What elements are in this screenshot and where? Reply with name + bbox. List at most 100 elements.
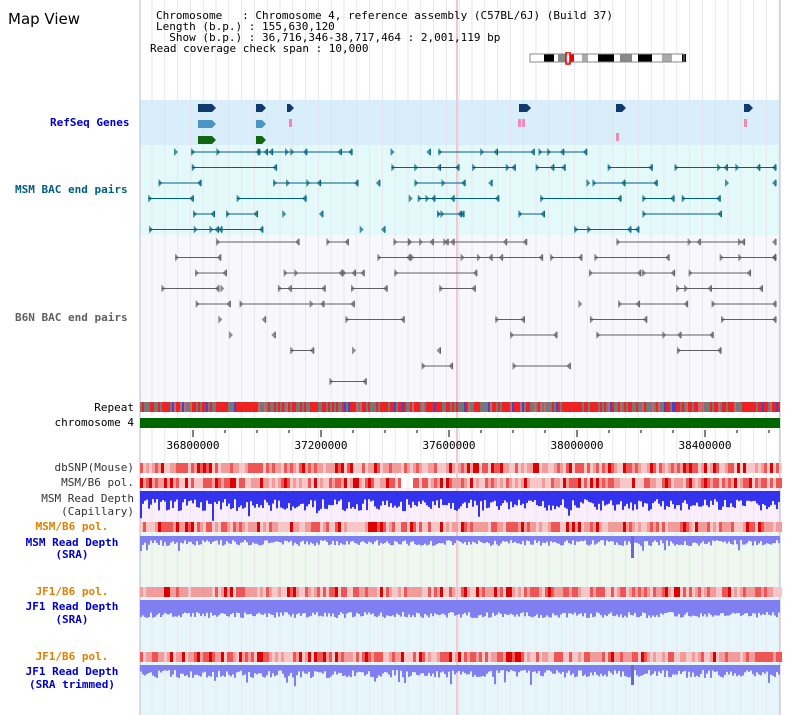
depth-bar [642,665,644,675]
depth-bar [728,491,730,508]
depth-bar [360,536,362,543]
depth-bar [184,536,186,541]
depth-bar [708,665,710,671]
repeat-mark [314,402,316,412]
heat-mark [272,478,275,488]
b6n-bac-end-mark [290,346,295,355]
heat-mark [524,652,527,662]
depth-bar [572,600,574,615]
heat-mark [707,463,710,473]
jf1-b6-pol-2-label[interactable]: JF1/B6 pol. [35,650,109,663]
heat-mark [602,587,605,597]
repeat-mark [290,402,292,412]
depth-bar [412,536,414,542]
heat-mark [155,478,158,488]
heat-mark [395,522,398,532]
depth-bar [356,491,358,505]
depth-bar [480,665,482,677]
depth-bar [310,491,312,501]
depth-bar [330,665,332,677]
msm-bac-end-mark [258,225,263,234]
depth-bar [250,491,252,502]
jf1-trimmed-depth-label[interactable]: JF1 Read Depth [25,665,119,678]
depth-bar [682,600,684,617]
depth-bar [576,600,578,616]
depth-bar [232,536,234,541]
depth-bar [264,665,266,678]
heat-mark [512,478,515,488]
heat-mark [638,463,641,473]
depth-bar [278,600,280,617]
heat-mark [683,652,686,662]
heat-mark [311,463,314,473]
depth-bar [656,665,658,676]
heat-mark [260,587,263,597]
depth-bar [724,491,726,500]
heat-mark [734,522,737,532]
heat-mark [491,463,494,473]
depth-bar [568,491,570,516]
heat-mark [644,522,647,532]
depth-bar [154,536,156,541]
repeat-mark [264,402,266,412]
dbsnp-label[interactable]: dbSNP(Mouse) [54,461,134,474]
heat-mark [455,652,458,662]
depth-bar [742,600,744,615]
repeat-mark [508,402,510,412]
heat-mark [566,522,569,532]
depth-bar [408,491,410,505]
msm-bac-end-mark [149,225,154,234]
msm-b6-pol-sra-label[interactable]: MSM/B6 pol. [35,520,109,533]
msm-sra-depth-label[interactable]: MSM Read Depth [25,536,119,549]
repeat-mark [338,402,340,412]
heat-mark [536,652,539,662]
heat-strip [140,652,782,662]
b6n-bac-label[interactable]: B6N BAC end pairs [15,311,128,324]
depth-bar [340,491,342,500]
refseq-genes-label[interactable]: RefSeq Genes [50,116,130,129]
heat-mark [470,587,473,597]
depth-bar [420,600,422,617]
depth-bar [342,665,344,677]
heat-mark [275,478,278,488]
heat-mark [329,522,332,532]
depth-bar [188,665,190,678]
msm-bac-label[interactable]: MSM BAC end pairs [15,183,128,196]
cytoband [570,54,574,62]
depth-bar [638,665,640,677]
depth-track [140,600,780,618]
jf1-b6-pol-label[interactable]: JF1/B6 pol. [35,585,109,598]
b6n-bac-end-mark [711,300,716,308]
heat-mark [335,478,338,488]
depth-bar [754,491,756,501]
depth-bar [510,491,512,502]
depth-bar [402,491,404,511]
heat-mark [716,478,719,488]
chromosome-ideogram[interactable] [528,52,688,66]
depth-bar [684,491,686,501]
heat-mark [506,478,509,488]
depth-bar [758,600,760,613]
depth-bar [146,665,148,675]
depth-bar [566,536,568,541]
depth-bar [436,665,438,672]
depth-bar [450,536,452,542]
heat-mark [731,652,734,662]
repeat-mark [480,402,482,412]
jf1-sra-depth-label[interactable]: JF1 Read Depth [25,600,119,613]
depth-bar [402,536,404,542]
msm-b6-pol-label[interactable]: MSM/B6 pol. [61,476,134,489]
depth-bar [292,665,294,678]
depth-bar [210,600,212,613]
depth-bar [156,665,158,678]
depth-bar [342,491,344,510]
depth-bar [632,600,634,616]
heat-mark [545,522,548,532]
msm-capillary-depth-label[interactable]: MSM Read Depth [41,492,134,505]
heat-mark [710,463,713,473]
heat-mark [191,478,194,488]
depth-bar [202,665,204,673]
depth-bar [344,600,346,618]
depth-bar [204,491,206,511]
heat-mark [482,478,485,488]
